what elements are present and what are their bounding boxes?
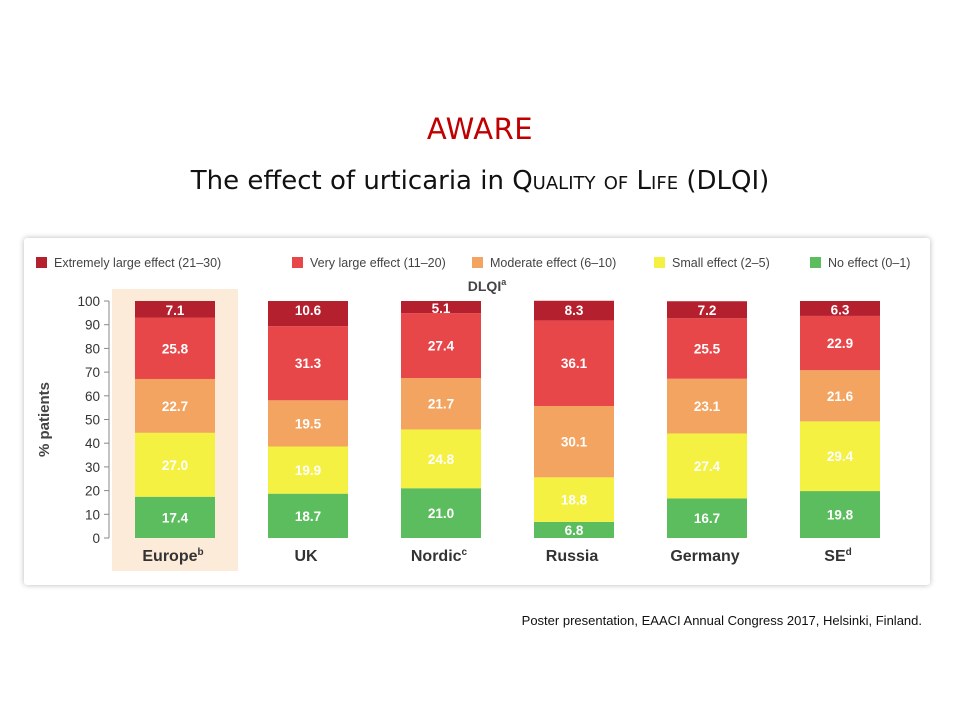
- y-tick-label: 0: [92, 531, 100, 546]
- legend-label: Moderate effect (6–10): [490, 256, 616, 270]
- legend-swatch: [36, 257, 47, 268]
- data-label: 23.1: [694, 399, 721, 414]
- data-label: 5.1: [432, 301, 451, 316]
- bar-segment: [534, 521, 614, 538]
- bar-segment: [800, 370, 880, 422]
- x-tick-label: Germany: [670, 548, 739, 565]
- bar-segment: [401, 488, 481, 538]
- legend-label: No effect (0–1): [828, 256, 910, 270]
- data-label: 27.0: [162, 458, 188, 473]
- slide-subtitle: The effect of urticaria in Quality of Li…: [190, 166, 770, 196]
- data-label: 21.7: [428, 397, 454, 412]
- data-label: 22.7: [162, 399, 188, 414]
- y-tick-label: 70: [85, 365, 100, 380]
- data-label: 22.9: [827, 336, 853, 351]
- y-tick-label: 90: [85, 318, 100, 333]
- bar-segment: [401, 301, 481, 314]
- data-label: 31.3: [295, 356, 322, 371]
- data-label: 21.0: [428, 506, 454, 521]
- bar-segment: [135, 496, 215, 538]
- legend-swatch: [472, 257, 483, 268]
- y-axis-label: % patients: [36, 382, 53, 457]
- bar-segment: [534, 300, 614, 321]
- bar-segment: [534, 405, 614, 478]
- bar-segment: [268, 493, 348, 538]
- bar-segment: [135, 301, 215, 318]
- legend-swatch: [292, 257, 303, 268]
- bar-segment: [667, 301, 747, 319]
- chart-title: DLQIa: [468, 277, 507, 294]
- data-label: 27.4: [694, 459, 721, 474]
- bar-segment: [800, 301, 880, 316]
- data-label: 21.6: [827, 389, 854, 404]
- data-label: 6.8: [565, 523, 584, 538]
- data-label: 30.1: [561, 435, 588, 450]
- bar-segment: [268, 446, 348, 494]
- x-tick-label: Nordicc: [411, 547, 468, 565]
- data-label: 25.8: [162, 341, 189, 356]
- data-label: 8.3: [565, 303, 584, 318]
- x-tick-label: Russia: [546, 548, 599, 565]
- data-label: 6.3: [831, 302, 850, 317]
- bar-segment: [800, 491, 880, 538]
- data-label: 7.2: [698, 303, 717, 318]
- citation: Poster presentation, EAACI Annual Congre…: [521, 613, 922, 628]
- slide-title: AWARE: [426, 112, 534, 146]
- y-tick-label: 80: [85, 341, 100, 356]
- legend-label: Small effect (2–5): [672, 256, 770, 270]
- legend-swatch: [654, 257, 665, 268]
- y-tick-label: 40: [85, 436, 100, 451]
- bar-segment: [401, 429, 481, 489]
- stacked-bar-chart: Extremely large effect (21–30) Very large…: [36, 256, 910, 571]
- data-label: 36.1: [561, 356, 588, 371]
- bar-segment: [268, 400, 348, 447]
- x-tick-label: Europeb: [142, 547, 203, 565]
- data-label: 19.5: [295, 416, 322, 431]
- bar-segment: [135, 317, 215, 379]
- data-label: 16.7: [694, 511, 720, 526]
- chart-panel: Extremely large effect (21–30) Very large…: [24, 238, 930, 585]
- bar-segment: [401, 378, 481, 430]
- data-label: 17.4: [162, 510, 189, 525]
- data-label: 27.4: [428, 339, 455, 354]
- bar-segment: [800, 421, 880, 492]
- legend-label: Very large effect (11–20): [310, 256, 446, 270]
- bar-segment: [667, 318, 747, 379]
- data-label: 25.5: [694, 342, 721, 357]
- bar-segment: [268, 326, 348, 401]
- data-label: 19.8: [827, 508, 854, 523]
- y-tick-label: 50: [85, 413, 100, 428]
- data-label: 19.9: [295, 463, 321, 478]
- data-label: 24.8: [428, 452, 455, 467]
- y-tick-label: 60: [85, 389, 100, 404]
- legend-swatch: [810, 257, 821, 268]
- data-label: 29.4: [827, 449, 854, 464]
- data-label: 10.6: [295, 303, 322, 318]
- bar-segment: [268, 301, 348, 327]
- bar-segment: [534, 320, 614, 406]
- data-label: 18.8: [561, 493, 588, 508]
- bar-segment: [135, 432, 215, 497]
- bar-segment: [800, 315, 880, 371]
- data-label: 7.1: [166, 303, 185, 318]
- bar-segment: [135, 378, 215, 433]
- y-tick-label: 30: [85, 460, 100, 475]
- bar-segment: [667, 433, 747, 499]
- y-tick-label: 20: [85, 484, 100, 499]
- x-tick-label: UK: [294, 548, 318, 565]
- bar-segment: [667, 378, 747, 434]
- y-tick-label: 10: [85, 507, 100, 522]
- legend-label: Extremely large effect (21–30): [54, 256, 221, 270]
- bar-segment: [667, 498, 747, 538]
- bar-segment: [534, 477, 614, 522]
- y-tick-label: 100: [77, 294, 100, 309]
- data-label: 18.7: [295, 509, 321, 524]
- x-tick-label: SEd: [824, 547, 851, 565]
- bar-segment: [401, 313, 481, 379]
